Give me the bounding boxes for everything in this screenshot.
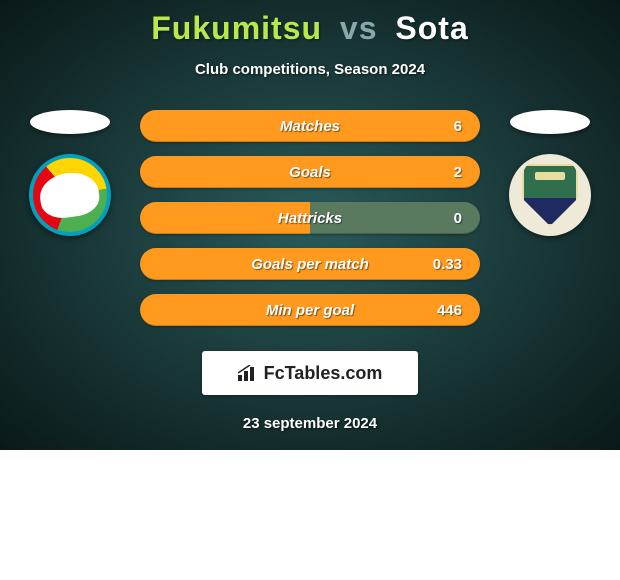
stat-row: Goals 2 [140,156,480,188]
stat-row: Hattricks 0 [140,202,480,234]
stat-row: Goals per match 0.33 [140,248,480,280]
content-row: Matches 6 Goals 2 Hattricks 0 Goals per … [0,110,620,326]
brand-text: FcTables.com [264,363,383,384]
stat-label: Matches [280,118,340,135]
left-flag [30,110,110,134]
right-side [500,110,600,236]
stat-row: Min per goal 446 [140,294,480,326]
right-club-badge [509,154,591,236]
title: Fukumitsu vs Sota [0,0,620,47]
bars-icon [238,365,258,381]
stats-list: Matches 6 Goals 2 Hattricks 0 Goals per … [140,110,480,326]
stat-right-value: 6 [454,118,462,135]
player2-name: Sota [395,10,468,46]
stat-label: Hattricks [278,210,342,227]
stat-label: Goals per match [251,256,369,273]
stat-label: Goals [289,164,331,181]
comparison-card: Fukumitsu vs Sota Club competitions, Sea… [0,0,620,450]
stat-right-value: 0 [454,210,462,227]
stat-right-value: 446 [437,302,462,319]
stat-right-value: 0.33 [433,256,462,273]
right-flag [510,110,590,134]
shield-icon [522,164,578,226]
stat-label: Min per goal [266,302,354,319]
brand-box: FcTables.com [202,351,418,395]
stat-right-value: 2 [454,164,462,181]
blank-area [0,450,620,580]
vs-text: vs [340,10,378,46]
date-text: 23 september 2024 [0,415,620,432]
stat-row: Matches 6 [140,110,480,142]
left-club-badge [29,154,111,236]
subtitle: Club competitions, Season 2024 [0,61,620,78]
player1-name: Fukumitsu [151,10,322,46]
left-side [20,110,120,236]
